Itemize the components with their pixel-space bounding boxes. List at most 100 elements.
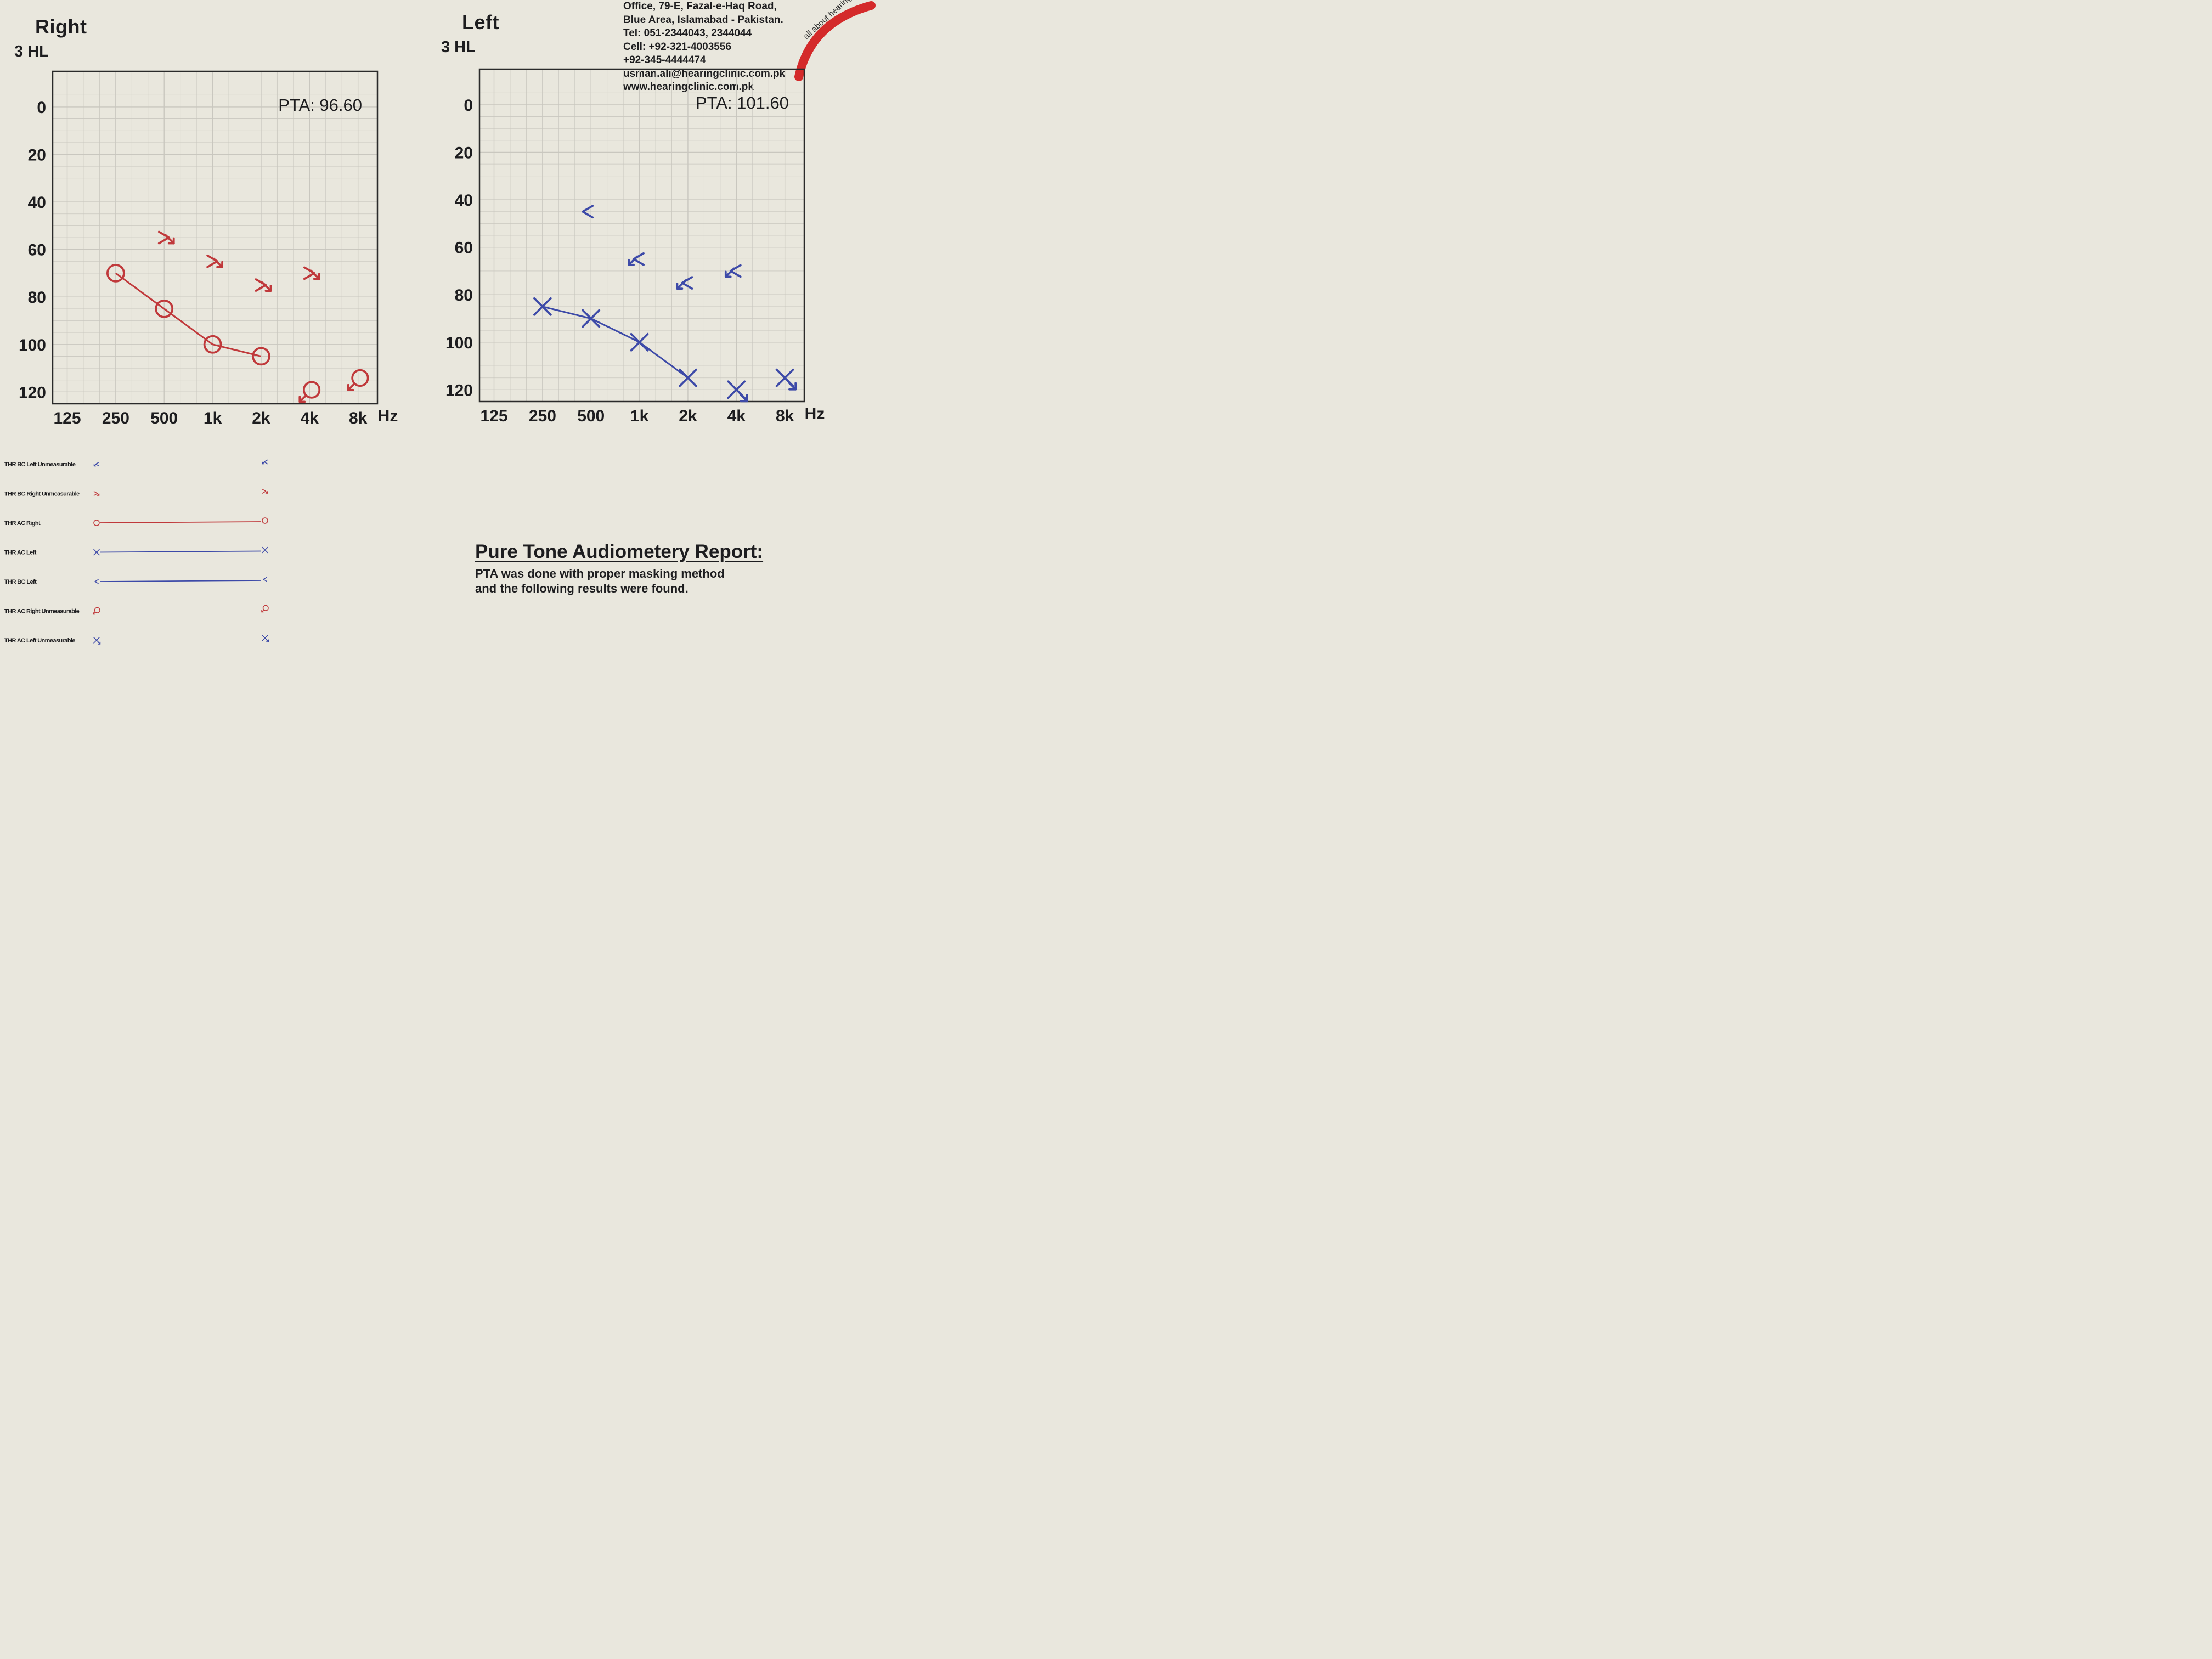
clinic-website: www.hearingclinic.com.pk	[623, 81, 754, 93]
data-point-marker	[724, 264, 742, 278]
arrow-head	[313, 273, 320, 280]
left-ear-audiogram: 0 20 40 60 80 100 120 125 250 500 1k 2k 4k 8k Hz PTA: 1…	[445, 68, 825, 425]
data-point-marker	[157, 230, 175, 245]
circle-marker	[94, 607, 100, 613]
cross-stroke	[533, 297, 552, 316]
series-line	[542, 306, 689, 379]
x-tick-label: 250	[529, 407, 556, 425]
right-ear-title: Right	[35, 15, 87, 38]
clinic-address-line-1: Office, 79-E, Fazal-e-Haq Road,	[623, 1, 777, 12]
x-unit-label: Hz	[378, 407, 398, 425]
legend-label: THR BC Right Unmeasurable	[4, 491, 80, 498]
circle-marker	[302, 381, 321, 399]
cross-stroke	[775, 368, 794, 387]
x-tick-label: 250	[102, 409, 129, 427]
report-description: PTA was done with proper masking method …	[475, 566, 725, 596]
cross-stroke	[630, 332, 649, 352]
legend-marker-start	[93, 607, 100, 615]
legend-marker-end	[261, 605, 269, 613]
arrow-shaft	[93, 462, 98, 467]
x-tick-label: 1k	[204, 409, 222, 427]
data-point-marker	[727, 380, 748, 403]
pta-label: PTA: 101.60	[696, 93, 789, 112]
data-point-marker	[676, 276, 693, 290]
x-tick-label: 1k	[630, 407, 649, 425]
legend-marker-end	[262, 489, 268, 494]
legend-line	[99, 521, 262, 523]
arrow-head	[264, 285, 272, 292]
arrow-shaft	[724, 267, 735, 278]
legend-marker-start	[93, 549, 100, 556]
y-tick-label: 60	[455, 239, 473, 257]
arrow-head	[676, 283, 684, 290]
y-tick-label: 20	[455, 144, 473, 162]
arrow-shaft	[264, 490, 268, 494]
legend-marker-start	[93, 491, 100, 496]
arrow-shaft	[788, 381, 797, 391]
cross-stroke	[582, 309, 601, 328]
legend-label: THR AC Left	[4, 550, 37, 556]
arrow-shaft	[97, 641, 101, 645]
data-point-marker	[679, 368, 697, 387]
x-tick-label: 125	[480, 407, 507, 425]
data-point-marker	[533, 297, 552, 316]
legend-label: THR AC Right	[4, 520, 41, 527]
brand-arc-logo: all about hearing	[794, 0, 876, 81]
cross-stroke	[679, 368, 697, 387]
clinic-address-line-2: Blue Area, Islamabad - Pakistan.	[623, 14, 783, 26]
brand-arc	[794, 1, 876, 81]
arrow-shaft	[266, 639, 269, 642]
arrow-head	[298, 396, 306, 403]
legend-marker-end	[262, 635, 269, 642]
arrow-head	[216, 261, 223, 268]
clinic-cell-2: +92-345-4444474	[623, 54, 706, 66]
legend-marker-start	[93, 637, 101, 645]
data-point-marker	[106, 264, 125, 283]
data-point-marker	[582, 205, 594, 219]
arrow-head	[262, 461, 265, 465]
legend-marker-end	[262, 517, 268, 524]
arrow-shaft	[676, 279, 687, 290]
y-tick-label: 100	[19, 336, 46, 354]
brand-slogan: all about hearing	[802, 0, 853, 41]
y-tick-label: 40	[28, 194, 46, 212]
data-point-marker	[630, 332, 649, 352]
legend-label: THR BC Left	[4, 579, 37, 585]
cross-stroke	[727, 380, 746, 399]
legend: THR BC Left Unmeasurable THR BC Right Unm…	[4, 459, 269, 645]
report-line-1: PTA was done with proper masking method	[475, 567, 725, 580]
arrow-head	[167, 237, 175, 245]
arrow-head	[93, 464, 97, 467]
y-tick-label: 0	[37, 99, 46, 117]
cross-stroke	[93, 637, 100, 644]
circle-marker	[252, 347, 270, 366]
data-point-marker	[252, 347, 270, 366]
legend-line	[99, 580, 262, 582]
legend-label: THR AC Left Unmeasurable	[4, 637, 75, 644]
y-tick-label: 20	[28, 146, 46, 165]
bracket-stroke	[94, 579, 99, 584]
circle-marker	[262, 605, 269, 611]
x-tick-label: 4k	[727, 407, 746, 425]
x-tick-label: 500	[577, 407, 605, 425]
grid	[53, 71, 377, 404]
plot-frame	[52, 70, 379, 405]
arrow-shaft	[739, 393, 748, 403]
y-tick-label: 100	[445, 334, 473, 352]
series-line	[115, 272, 262, 357]
y-tick-label: 80	[455, 286, 473, 304]
data-point-marker	[628, 252, 645, 266]
y-tick-label: 60	[28, 241, 46, 259]
data-point-marker	[298, 381, 321, 403]
cross-stroke	[93, 549, 100, 556]
x-tick-label: 8k	[776, 407, 794, 425]
arrow-head	[93, 612, 95, 615]
right-unit-label: 3 HL	[14, 43, 49, 60]
cross-stroke	[262, 635, 268, 641]
arrow-head	[97, 493, 100, 496]
legend-line	[99, 550, 262, 553]
arrow-shaft	[262, 460, 266, 465]
arrow-head	[265, 491, 268, 494]
legend-label: THR BC Left Unmeasurable	[4, 461, 76, 468]
data-point-marker	[203, 335, 222, 354]
